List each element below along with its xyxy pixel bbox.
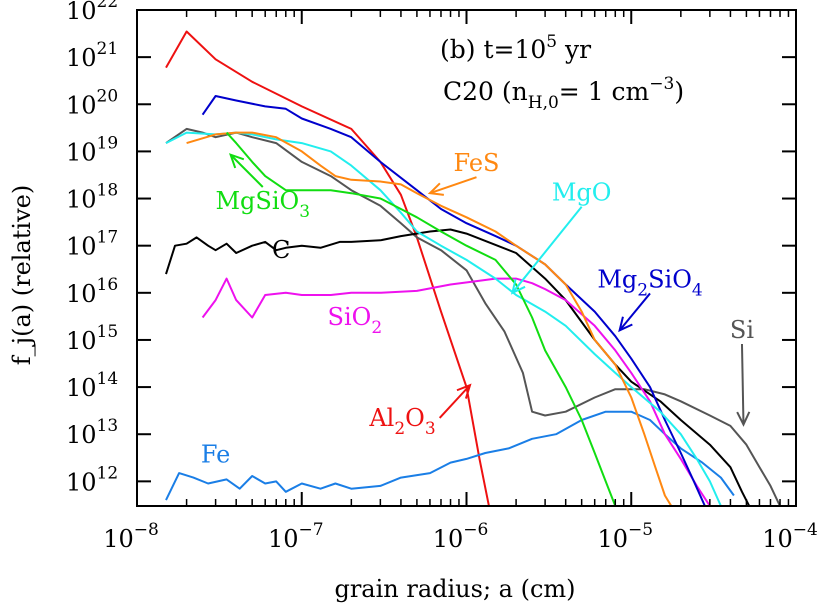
series-line-si bbox=[165, 127, 781, 506]
series-line-fe bbox=[165, 410, 735, 501]
x-tick-label: 10−8 bbox=[103, 520, 159, 553]
y-tick-label: 1013 bbox=[66, 416, 118, 449]
series-layer bbox=[165, 30, 781, 506]
label-arrow-fes bbox=[429, 176, 477, 195]
label-arrow-mg2sio4 bbox=[618, 292, 651, 331]
series-label-mg2sio4: Mg2SiO4 bbox=[597, 265, 702, 300]
series-label-fes: FeS bbox=[454, 149, 500, 177]
label-arrowhead-mgsio3 bbox=[228, 153, 245, 169]
x-axis-label: grain radius; a (cm) bbox=[334, 575, 575, 603]
series-line-mgsio3 bbox=[225, 131, 617, 506]
y-tick-label: 1012 bbox=[66, 463, 118, 496]
y-axis-label: f_j(a) (relative) bbox=[8, 185, 36, 365]
series-label-sio2: SiO2 bbox=[328, 303, 383, 338]
label-arrowhead-si bbox=[736, 411, 751, 427]
model-annotation: C20 (nH,0= 1 cm−3) bbox=[443, 74, 684, 113]
y-tick-label: 1019 bbox=[66, 133, 118, 166]
label-arrowhead-mg2sio4 bbox=[618, 316, 633, 333]
series-line-sio2 bbox=[201, 277, 711, 506]
x-tick-label: 10−7 bbox=[268, 520, 324, 553]
label-arrow-al2o3 bbox=[438, 384, 471, 419]
label-arrow-si bbox=[740, 343, 745, 425]
ticks-layer: 10−8 10−7 10−6 10−5 10−4 1012 1013 1014 1015 1016… bbox=[66, 0, 818, 553]
label-arrow-mgo bbox=[511, 206, 583, 294]
series-line-c bbox=[165, 228, 751, 506]
series-labels-layer: Al2O3 Fe Si C SiO2 Mg2SiO4 MgO FeS MgSiO3 bbox=[201, 149, 755, 468]
series-label-mgsio3: MgSiO3 bbox=[215, 187, 310, 222]
label-arrowhead-mgo bbox=[510, 278, 526, 295]
series-label-fe: Fe bbox=[201, 441, 231, 469]
y-tick-label: 1015 bbox=[66, 322, 118, 355]
series-label-al2o3: Al2O3 bbox=[368, 404, 435, 439]
x-tick-label: 10−5 bbox=[597, 520, 653, 553]
y-tick-label: 1016 bbox=[66, 275, 118, 308]
x-tick-label: 10−6 bbox=[433, 520, 489, 553]
series-line-mgo bbox=[165, 131, 722, 506]
series-label-mgo: MgO bbox=[552, 179, 612, 207]
series-label-si: Si bbox=[730, 316, 754, 344]
y-tick-label: 1022 bbox=[66, 0, 118, 25]
series-label-c: C bbox=[272, 236, 290, 264]
y-tick-label: 1018 bbox=[66, 181, 118, 214]
series-line-mg2sio4 bbox=[201, 95, 706, 506]
y-tick-label: 1021 bbox=[66, 39, 118, 72]
series-line-fes bbox=[186, 131, 673, 506]
label-arrow-mgsio3 bbox=[229, 154, 264, 188]
label-arrowhead-al2o3 bbox=[456, 383, 472, 399]
label-arrowhead-fes bbox=[427, 182, 444, 196]
y-tick-label: 1014 bbox=[66, 369, 118, 402]
x-tick-label: 10−4 bbox=[762, 520, 818, 553]
y-tick-label: 1020 bbox=[66, 86, 118, 119]
time-annotation: (b) t=105 yr bbox=[440, 32, 591, 64]
y-tick-label: 1017 bbox=[66, 228, 118, 261]
